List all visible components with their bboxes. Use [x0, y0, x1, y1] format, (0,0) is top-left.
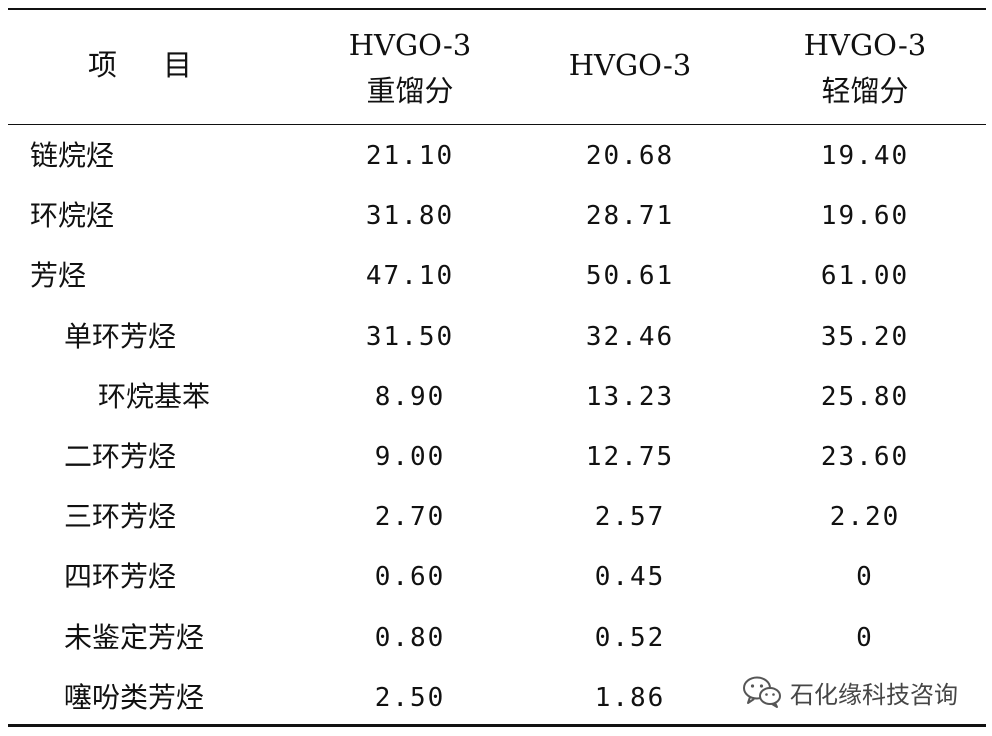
row-value-col1: 2.50	[374, 682, 446, 713]
row-value-col2: 32.46	[585, 321, 675, 352]
header-col1-line1: HVGO-3	[348, 28, 472, 62]
row-value-col2: 0.45	[594, 562, 666, 593]
row-value-col3: 25.80	[820, 381, 910, 412]
row-value-col2: 0.52	[594, 622, 666, 653]
header-col1: HVGO-3 重馏分	[290, 22, 530, 114]
row-label: 二环芳烃	[64, 440, 177, 473]
row-value-col1: 8.90	[374, 381, 446, 412]
row-value-col2: 20.68	[585, 141, 675, 171]
row-value-col1: 0.60	[374, 562, 446, 593]
row-value-col3: 0	[856, 562, 874, 593]
row-value-col3: 19.60	[820, 201, 910, 232]
table-row: 芳烃 47.10 50.61 61.00	[0, 246, 992, 306]
row-value-col1: 2.70	[374, 502, 446, 533]
row-label: 芳烃	[30, 259, 87, 293]
table-row: 四环芳烃 0.60 0.45 0	[0, 547, 992, 607]
table-row: 环烷烃 31.80 28.71 19.60	[0, 186, 992, 246]
header-col3: HVGO-3 轻馏分	[745, 22, 985, 114]
table-row: 三环芳烃 2.70 2.57 2.20	[0, 487, 992, 547]
row-value-col1: 31.80	[365, 201, 455, 232]
row-value-col1: 0.80	[374, 622, 446, 653]
table-row: 二环芳烃 9.00 12.75 23.60	[0, 427, 992, 487]
row-label: 环烷烃	[30, 199, 115, 233]
row-value-col3: 23.60	[820, 442, 910, 472]
header-col1-line2: 重馏分	[366, 74, 454, 108]
row-value-col3: 19.40	[820, 141, 910, 171]
row-value-col1: 47.10	[365, 261, 455, 292]
row-label: 单环芳烃	[64, 319, 177, 353]
watermark: 石化缘科技咨询	[742, 668, 958, 716]
row-value-col3: 35.20	[820, 321, 910, 352]
row-value-col2: 2.57	[594, 502, 666, 533]
row-value-col3: 61.00	[820, 261, 910, 292]
row-value-col2: 13.23	[585, 381, 675, 412]
table-row: 单环芳烃 31.50 32.46 35.20	[0, 307, 992, 367]
header-item-char2: 目	[163, 48, 193, 82]
table-row: 噻吩类芳烃 2.50 1.86	[0, 668, 992, 728]
row-label: 链烷烃	[30, 139, 115, 172]
header-col2: HVGO-3	[510, 42, 750, 88]
wechat-icon	[743, 676, 781, 708]
row-value-col2: 1.86	[594, 682, 666, 713]
header-col2-line1: HVGO-3	[568, 48, 692, 82]
row-value-col3: 0	[856, 622, 874, 653]
table-header-rule	[8, 124, 986, 125]
row-value-col3: 2.20	[829, 502, 901, 533]
row-label: 噻吩类芳烃	[64, 680, 205, 714]
row-value-col2: 12.75	[585, 442, 675, 472]
row-value-col1: 9.00	[374, 442, 446, 472]
row-value-col2: 50.61	[585, 261, 675, 292]
header-col3-line2: 轻馏分	[821, 74, 909, 108]
watermark-text: 石化缘科技咨询	[790, 680, 958, 709]
row-value-col2: 28.71	[585, 201, 675, 232]
table-top-rule	[8, 8, 986, 10]
row-value-col1: 21.10	[365, 141, 455, 171]
table-row: 链烷烃 21.10 20.68 19.40	[0, 126, 992, 186]
row-label: 三环芳烃	[64, 500, 177, 534]
row-label: 四环芳烃	[64, 560, 177, 594]
row-label: 未鉴定芳烃	[64, 620, 205, 654]
table-row: 未鉴定芳烃 0.80 0.52 0	[0, 608, 992, 668]
header-item: 项目	[40, 42, 240, 88]
row-value-col1: 31.50	[365, 321, 455, 352]
header-item-char1: 项	[87, 48, 117, 82]
row-label: 环烷基苯	[98, 379, 211, 413]
table-bottom-rule	[8, 724, 986, 727]
header-col3-line1: HVGO-3	[803, 28, 927, 62]
table-row: 环烷基苯 8.90 13.23 25.80	[0, 367, 992, 427]
